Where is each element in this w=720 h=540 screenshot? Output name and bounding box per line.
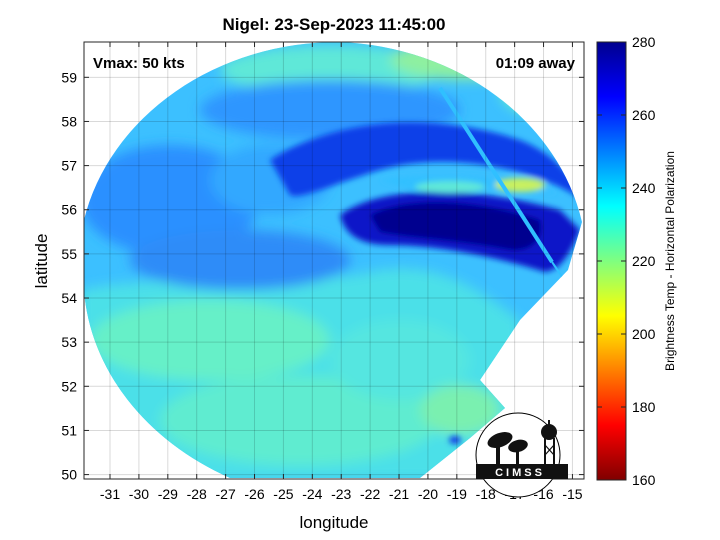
x-tick-label: -15 [562,486,582,502]
time-away-annotation: 01:09 away [496,55,576,72]
x-tick-label: -29 [158,486,178,502]
x-tick-label: -22 [360,486,380,502]
x-tick-label: -30 [129,486,149,502]
x-tick-label: -24 [302,486,322,502]
colorbar-label: Brightness Temp - Horizontal Polarizatio… [663,151,677,371]
y-tick-label: 56 [61,202,77,218]
chart-title: Nigel: 23-Sep-2023 11:45:00 [222,15,445,34]
logo-text: CIMSS [495,467,545,479]
x-tick-label: -19 [447,486,467,502]
x-tick-label: -23 [331,486,351,502]
x-tick-label: -20 [418,486,438,502]
y-tick-label: 55 [61,246,77,262]
y-tick-label: 58 [61,113,77,129]
colorbar-tick-label: 200 [632,326,656,342]
x-tick-label: -28 [187,486,207,502]
brightness-temp-swath [84,42,582,479]
grid-lines [84,42,584,479]
x-tick-label: -18 [476,486,496,502]
vmax-annotation: Vmax: 50 kts [93,55,185,72]
colorbar-tick-label: 220 [632,253,656,269]
y-tick-label: 57 [61,158,77,174]
y-axis-label: latitude [32,234,51,289]
colorbar-tick-label: 180 [632,399,656,415]
y-tick-label: 53 [61,334,77,350]
colorbar-tick-label: 240 [632,180,656,196]
axes-frame [83,41,585,480]
x-axis-label: longitude [299,513,368,532]
x-tick-label: -21 [389,486,409,502]
y-tick-label: 52 [61,378,77,394]
colorbar-tick-label: 280 [632,34,656,50]
x-tick-label: -31 [100,486,120,502]
colorbar-tick-label: 260 [632,107,656,123]
cimss-logo: CIMSS [475,412,568,498]
y-tick-label: 59 [61,69,77,85]
colorbar-tick-label: 160 [632,472,656,488]
y-tick-label: 50 [61,467,77,483]
colorbar-ticks: 160 180 200 220 240 260 280 [597,34,656,488]
x-tick-label: -26 [244,486,264,502]
x-tick-label: -25 [273,486,293,502]
y-tick-label: 51 [61,422,77,438]
x-tick-label: -27 [216,486,236,502]
y-axis-ticks: 50 51 52 53 54 55 56 57 58 59 [61,69,584,483]
y-tick-label: 54 [61,290,77,306]
